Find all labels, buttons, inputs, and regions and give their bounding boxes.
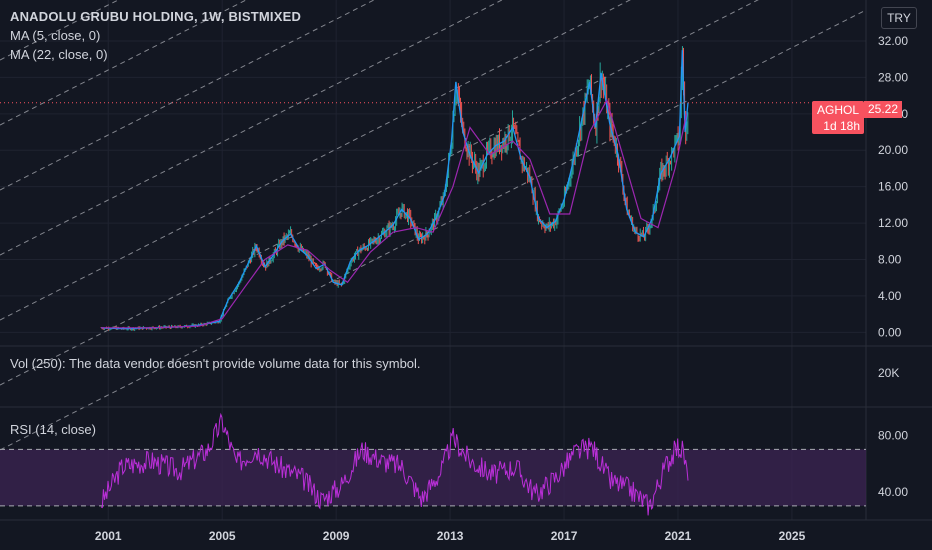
price-tick-label: 0.00 (878, 325, 902, 339)
time-tick-label: 2001 (95, 529, 122, 543)
symbol-price-tag: AGHOL 1d 18h (812, 101, 864, 134)
rsi-line-layer (100, 412, 689, 516)
rsi-legend[interactable]: RSI (14, close) (10, 422, 96, 437)
rsi-band (0, 448, 866, 507)
series-layer (101, 50, 689, 330)
ma-fast-legend[interactable]: MA (5, close, 0) (10, 28, 101, 43)
price-series-line (101, 50, 689, 330)
bar-countdown: 1d 18h (823, 119, 860, 133)
rsi-axis[interactable]: 40.00 80.00 (878, 428, 908, 499)
chart-title[interactable]: ANADOLU GRUBU HOLDING, 1W, BISTMIXED (10, 9, 302, 24)
time-tick-label: 2021 (665, 529, 692, 543)
time-tick-label: 2009 (323, 529, 350, 543)
price-axis[interactable]: 0.004.008.0012.0016.0020.0024.0028.0032.… (878, 34, 908, 339)
last-price-label: 25.22 (864, 101, 903, 118)
rsi-band-fill (0, 449, 866, 506)
time-tick-label: 2017 (551, 529, 578, 543)
price-tick-label: 16.00 (878, 180, 908, 194)
rsi-tick-label: 80.00 (878, 428, 908, 442)
currency-button[interactable]: TRY (881, 7, 917, 29)
time-tick-label: 2025 (779, 529, 806, 543)
price-tick-label: 4.00 (878, 289, 902, 303)
price-tick-label: 20.00 (878, 143, 908, 157)
rsi-line (100, 412, 689, 516)
symbol-label: AGHOL (817, 103, 860, 117)
time-axis[interactable]: 2001 2005 2009 2013 2017 2021 2025 (95, 529, 806, 543)
price-tick-label: 12.00 (878, 216, 908, 230)
price-tick-label: 28.00 (878, 70, 908, 84)
ma-slow-line (101, 98, 688, 329)
ma-slow-legend[interactable]: MA (22, close, 0) (10, 47, 108, 62)
price-tick-label: 32.00 (878, 34, 908, 48)
volume-axis-label: 20K (878, 366, 899, 380)
time-tick-label: 2013 (437, 529, 464, 543)
rsi-tick-label: 40.00 (878, 485, 908, 499)
volume-note: Vol (250): The data vendor doesn't provi… (10, 356, 421, 371)
price-tick-label: 8.00 (878, 253, 902, 267)
time-tick-label: 2005 (209, 529, 236, 543)
